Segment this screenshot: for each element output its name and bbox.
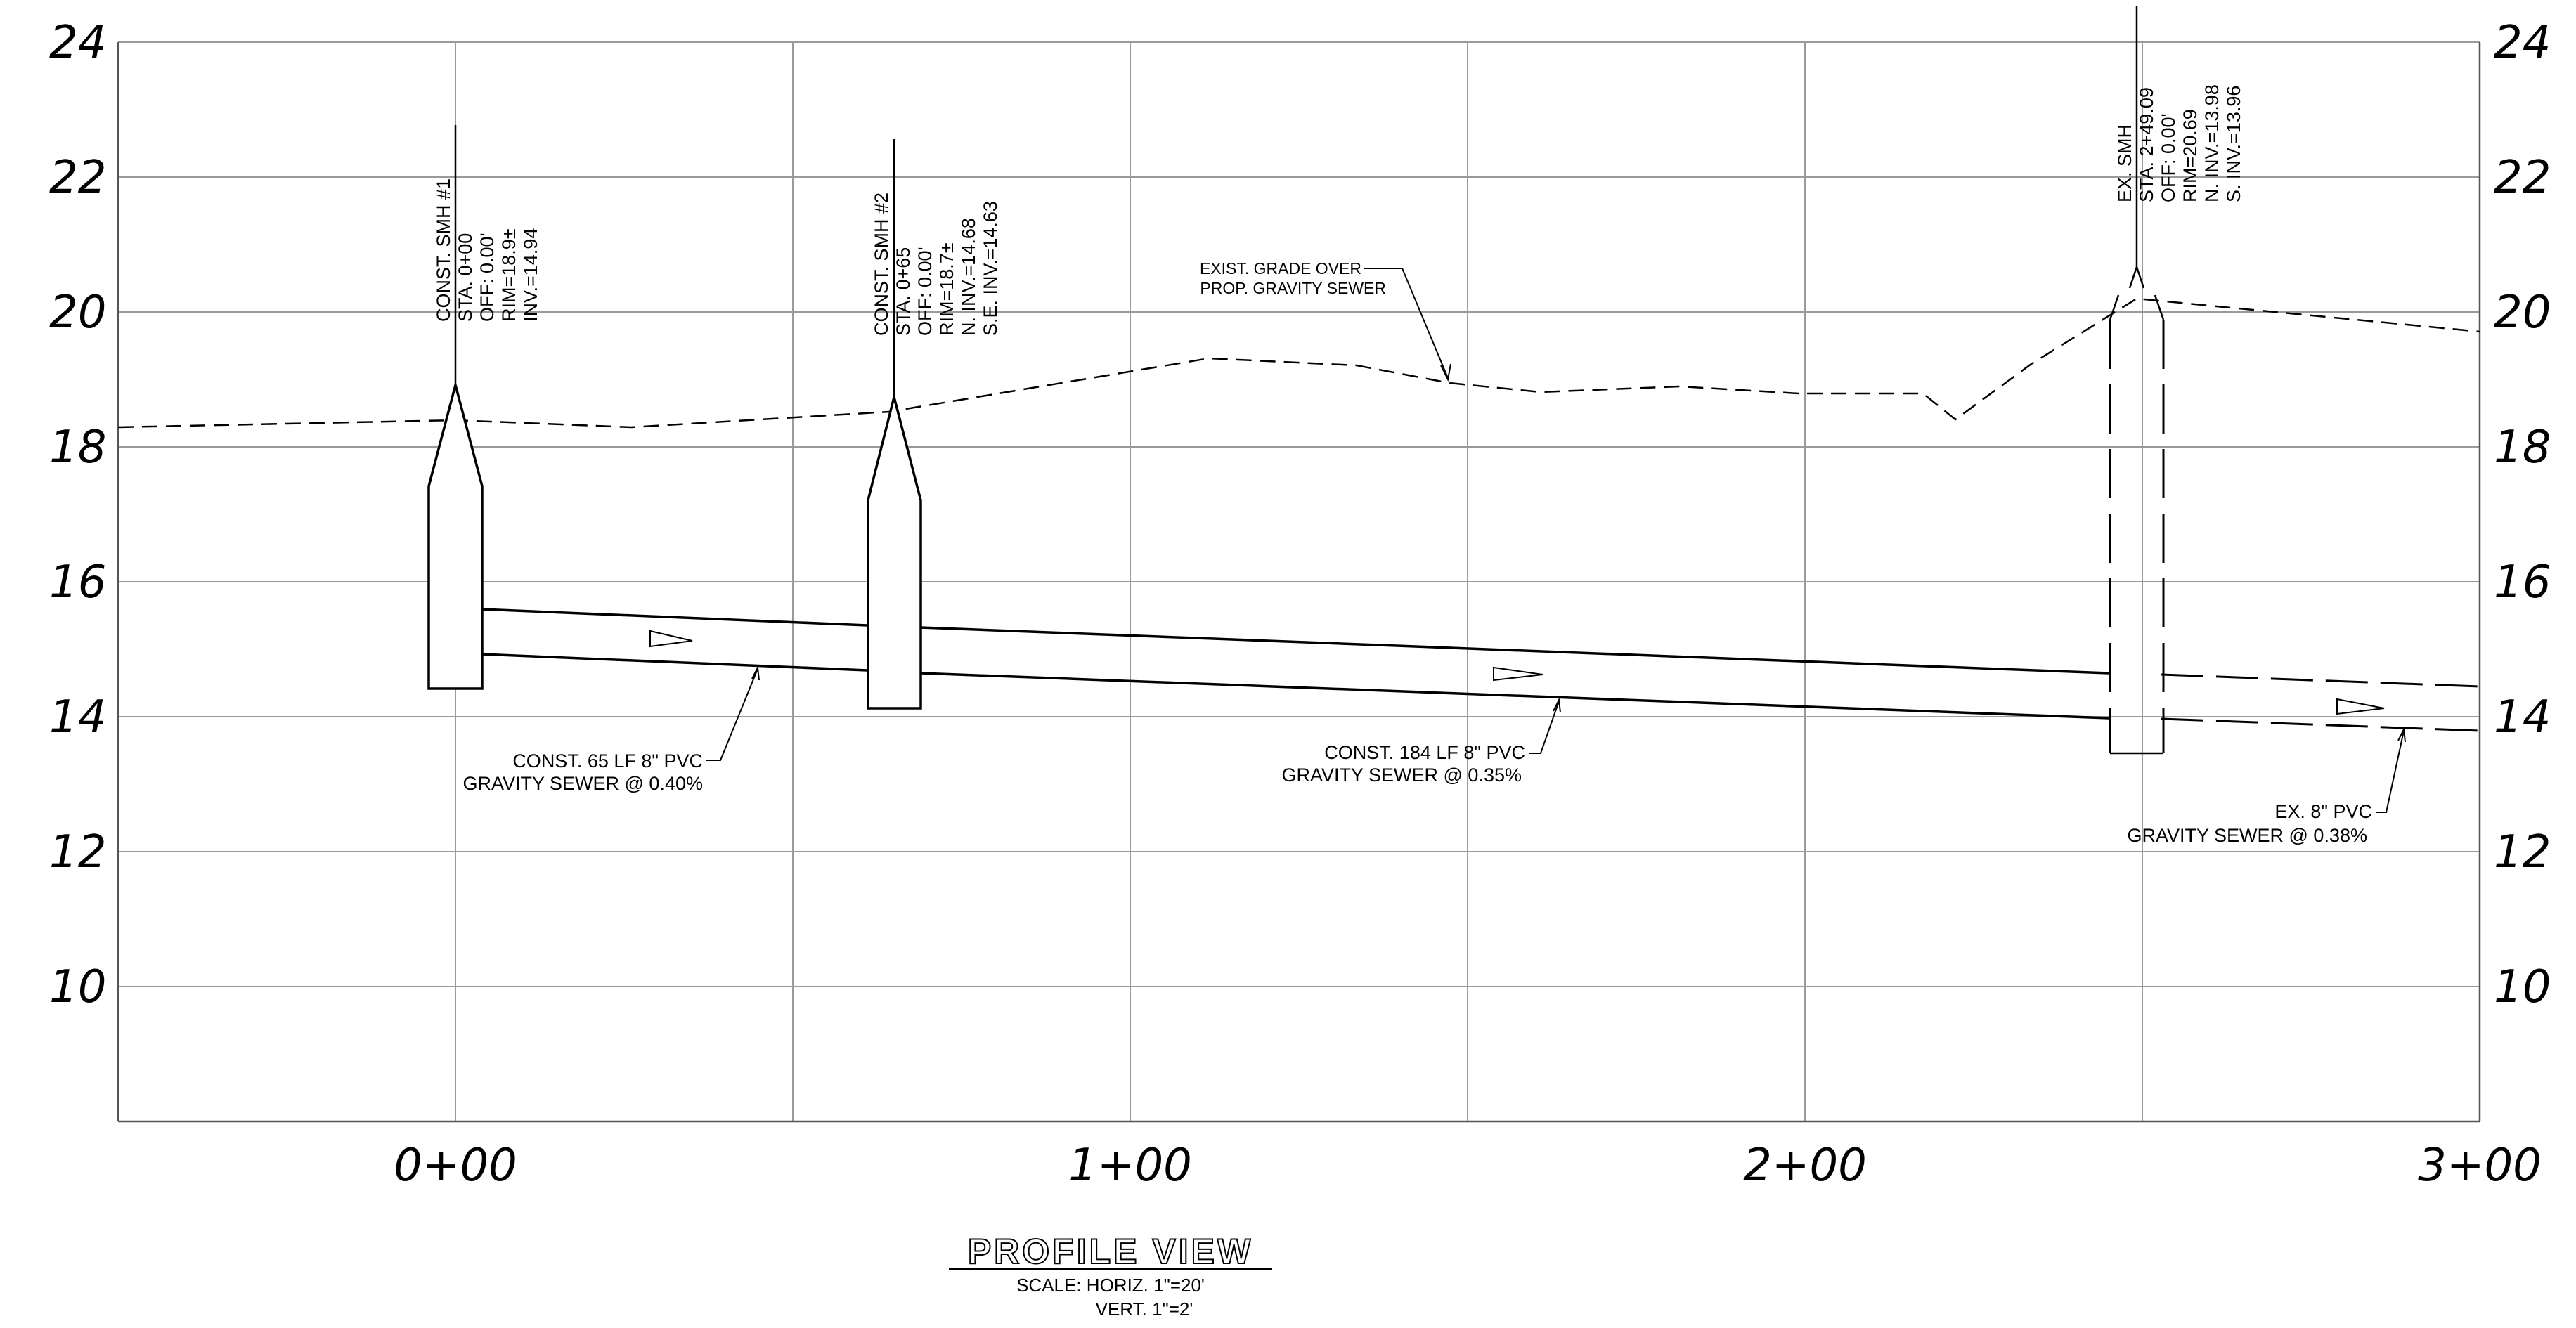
- label-line: RIM=18.7±: [936, 242, 957, 336]
- label-line: GRAVITY SEWER @ 0.38%: [2127, 825, 2367, 846]
- label-line: GRAVITY SEWER @ 0.40%: [462, 773, 703, 794]
- existing-grade-line: [117, 297, 2480, 429]
- title-block: PROFILE VIEW SCALE: HORIZ. 1"=20' VERT. …: [949, 1231, 1272, 1320]
- pipe-1-callout: CONST. 65 LF 8" PVC GRAVITY SEWER @ 0.40…: [462, 665, 760, 794]
- scale-horizontal: SCALE: HORIZ. 1"=20': [1016, 1275, 1205, 1296]
- y-tick-label: 22: [2494, 152, 2551, 204]
- y-tick-label: 12: [2494, 826, 2551, 878]
- label-line: GRAVITY SEWER @ 0.35%: [1281, 764, 1522, 786]
- x-tick-label: 3+00: [2418, 1140, 2542, 1192]
- label-line: STA. 0+65: [893, 247, 914, 336]
- x-tick-label: 0+00: [394, 1140, 517, 1192]
- manhole-smh-1: [427, 125, 484, 690]
- y-tick-label: 18: [49, 422, 106, 474]
- label-line: N. INV.=14.68: [958, 218, 979, 336]
- pipe-segment-1: [481, 608, 868, 672]
- smh-2-label: CONST. SMH #2 STA. 0+65 OFF: 0.00' RIM=1…: [871, 193, 1001, 336]
- label-line: OFF: 0.00': [914, 247, 936, 336]
- label-line: S. INV.=13.96: [2223, 86, 2244, 202]
- scale-vertical: VERT. 1"=2': [1096, 1298, 1193, 1320]
- label-line: OFF: 0.00': [2158, 113, 2179, 202]
- frame: [117, 42, 2481, 1123]
- label-line: STA. 0+00: [455, 233, 476, 322]
- y-axis-right: 24 22 20 18 16 14 12 10: [2494, 17, 2551, 1013]
- label-line: CONST. SMH #2: [871, 193, 892, 336]
- y-tick-label: 20: [2494, 287, 2551, 339]
- label-line: EX. SMH: [2114, 124, 2135, 202]
- label-line: OFF: 0.00': [477, 233, 498, 322]
- y-axis-left: 24 22 20 18 16 14 12 10: [49, 17, 106, 1013]
- y-tick-label: 14: [2494, 691, 2551, 743]
- y-tick-label: 10: [49, 961, 106, 1013]
- y-tick-label: 16: [49, 556, 106, 608]
- label-line: INV.=14.94: [520, 228, 541, 322]
- x-tick-label: 1+00: [1068, 1140, 1192, 1192]
- pipe-segment-existing: [2161, 673, 2480, 732]
- label-line: PROP. GRAVITY SEWER: [1200, 279, 1386, 297]
- flow-arrow-icon: [2336, 698, 2385, 715]
- label-line: EXIST. GRADE OVER: [1200, 259, 1361, 278]
- label-line: CONST. 65 LF 8" PVC: [512, 750, 703, 772]
- x-tick-label: 2+00: [1743, 1140, 1867, 1192]
- ex-smh-label: EX. SMH STA. 2+49.09 OFF: 0.00' RIM=20.6…: [2114, 84, 2244, 202]
- flow-arrow-icon: [1493, 666, 1543, 682]
- y-tick-label: 24: [49, 17, 106, 69]
- pipe-existing-callout: EX. 8" PVC GRAVITY SEWER @ 0.38%: [2127, 727, 2406, 846]
- x-axis: 0+00 1+00 2+00 3+00: [394, 1140, 2542, 1192]
- label-line: RIM=18.9±: [498, 228, 519, 322]
- y-tick-label: 10: [2494, 961, 2551, 1013]
- smh-1-label: CONST. SMH #1 STA. 0+00 OFF: 0.00' RIM=1…: [433, 178, 541, 322]
- label-line: N. INV.=13.98: [2201, 84, 2222, 202]
- label-line: RIM=20.69: [2180, 109, 2201, 202]
- existing-grade-callout: EXIST. GRADE OVER PROP. GRAVITY SEWER: [1200, 259, 1451, 382]
- label-line: EX. 8" PVC: [2274, 801, 2372, 822]
- pipe-2-callout: CONST. 184 LF 8" PVC GRAVITY SEWER @ 0.3…: [1281, 697, 1561, 786]
- flow-arrow-icon: [649, 630, 693, 648]
- page-title: PROFILE VIEW: [968, 1232, 1253, 1271]
- label-line: CONST. 184 LF 8" PVC: [1324, 742, 1525, 763]
- grid: [118, 41, 2480, 1121]
- y-tick-label: 20: [49, 287, 106, 339]
- y-tick-label: 12: [49, 826, 106, 878]
- y-tick-label: 18: [2494, 422, 2551, 474]
- manhole-existing: [2109, 6, 2165, 755]
- label-line: S.E. INV.=14.63: [980, 201, 1001, 336]
- y-tick-label: 22: [49, 152, 106, 204]
- y-tick-label: 16: [2494, 556, 2551, 608]
- label-line: CONST. SMH #1: [433, 178, 454, 322]
- manhole-smh-2: [867, 139, 922, 710]
- label-line: STA. 2+49.09: [2136, 87, 2157, 202]
- y-tick-label: 24: [2494, 17, 2551, 69]
- pipe-segment-2: [920, 626, 2109, 720]
- y-tick-label: 14: [49, 691, 106, 743]
